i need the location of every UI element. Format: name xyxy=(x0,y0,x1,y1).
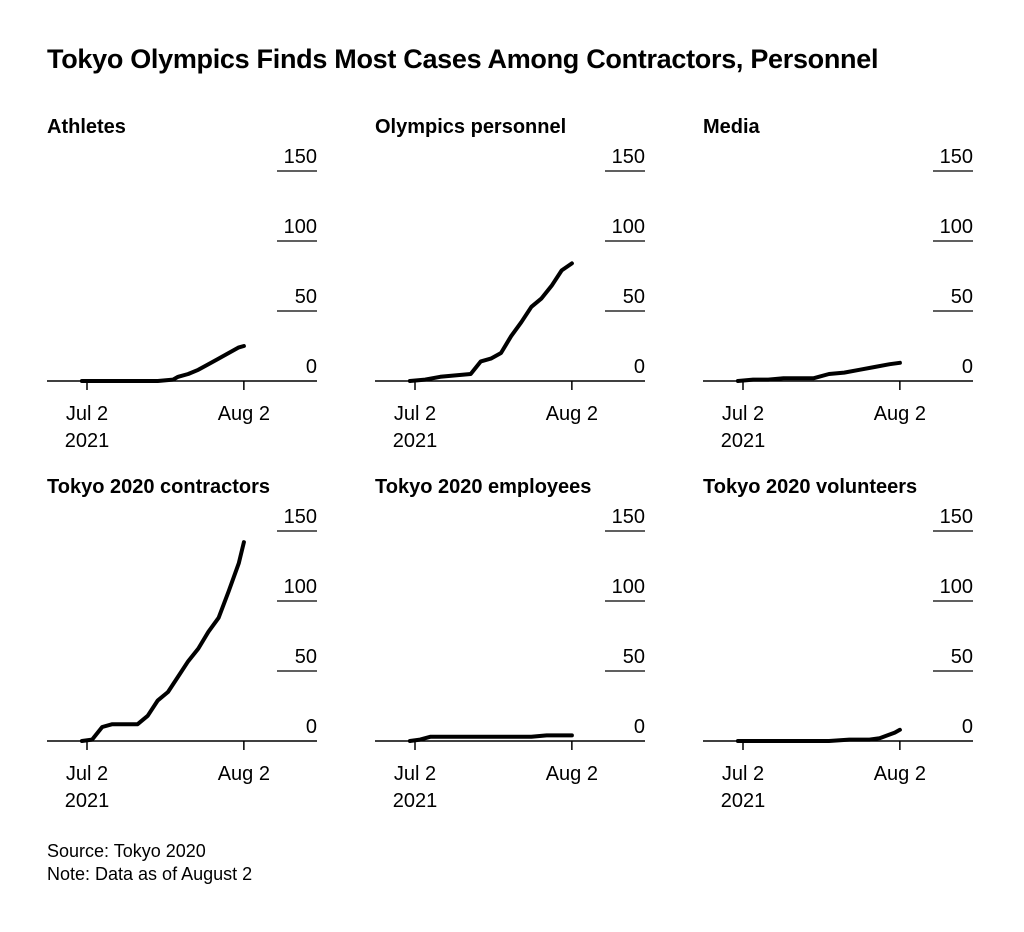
x-tick-label: Aug 2 xyxy=(218,403,270,425)
x-tick-label: Jul 2 xyxy=(66,763,108,785)
data-note: Note: Data as of August 2 xyxy=(47,864,253,884)
y-tick-label: 150 xyxy=(612,506,645,528)
y-tick-label: 150 xyxy=(940,506,973,528)
y-tick-label: 0 xyxy=(962,356,973,378)
panel-olympics-personnel: Olympics personnel 0 50 100 150 Jul 2 Aug 2 20… xyxy=(375,116,685,452)
panel-chart: 0 50 100 150 Jul 2 Aug 2 2021 xyxy=(47,506,317,812)
x-tick-label: Jul 2 xyxy=(722,403,764,425)
series-line xyxy=(735,727,902,743)
panel-athletes: Athletes 0 50 100 150 Jul 2 Aug 2 2021 xyxy=(47,116,357,452)
panel-title: Olympics personnel xyxy=(375,116,567,138)
x-tick-label: Aug 2 xyxy=(546,763,598,785)
series-line xyxy=(407,733,574,743)
panel-tokyo-2020-volunteers: Tokyo 2020 volunteers 0 50 100 150 Jul 2 Aug … xyxy=(703,476,1013,812)
x-year-label: 2021 xyxy=(65,790,110,812)
panel-tokyo-2020-employees: Tokyo 2020 employees 0 50 100 150 Jul 2 Aug 2… xyxy=(375,476,685,812)
panel-chart: 0 50 100 150 Jul 2 Aug 2 2021 xyxy=(375,506,645,812)
panel-title: Media xyxy=(703,116,760,138)
panel-chart: 0 50 100 150 Jul 2 Aug 2 2021 xyxy=(47,146,317,452)
chart-title: Tokyo Olympics Finds Most Cases Among Co… xyxy=(47,44,879,74)
source-note: Source: Tokyo 2020 xyxy=(47,841,206,861)
y-tick-label: 50 xyxy=(623,286,645,308)
x-tick-label: Aug 2 xyxy=(218,763,270,785)
y-tick-label: 100 xyxy=(612,216,645,238)
panel-title: Tokyo 2020 volunteers xyxy=(703,476,918,498)
panel-chart: 0 50 100 150 Jul 2 Aug 2 2021 xyxy=(703,506,973,812)
x-year-label: 2021 xyxy=(65,430,110,452)
panel-chart: 0 50 100 150 Jul 2 Aug 2 2021 xyxy=(375,146,645,452)
panel-media: Media 0 50 100 150 Jul 2 Aug 2 2021 xyxy=(703,116,1013,452)
y-tick-label: 100 xyxy=(284,576,317,598)
panel-title: Athletes xyxy=(47,116,126,138)
x-tick-label: Aug 2 xyxy=(546,403,598,425)
y-tick-label: 0 xyxy=(962,716,973,738)
footer: Source: Tokyo 2020 Note: Data as of Augu… xyxy=(47,840,252,886)
x-year-label: 2021 xyxy=(393,430,438,452)
y-tick-label: 100 xyxy=(284,216,317,238)
y-tick-label: 0 xyxy=(306,356,317,378)
y-tick-label: 0 xyxy=(634,716,645,738)
x-tick-label: Aug 2 xyxy=(874,763,926,785)
x-tick-label: Jul 2 xyxy=(722,763,764,785)
x-year-label: 2021 xyxy=(721,790,766,812)
y-tick-label: 150 xyxy=(284,506,317,528)
x-year-label: 2021 xyxy=(721,430,766,452)
panel-chart: 0 50 100 150 Jul 2 Aug 2 2021 xyxy=(703,146,973,452)
y-tick-label: 50 xyxy=(951,286,973,308)
panel-title: Tokyo 2020 employees xyxy=(375,476,592,498)
x-year-label: 2021 xyxy=(393,790,438,812)
x-tick-label: Jul 2 xyxy=(66,403,108,425)
y-tick-label: 150 xyxy=(940,146,973,168)
y-tick-label: 100 xyxy=(940,216,973,238)
x-tick-label: Jul 2 xyxy=(394,403,436,425)
series-line xyxy=(735,360,902,383)
series-line xyxy=(79,540,246,743)
panel-title: Tokyo 2020 contractors xyxy=(47,476,271,498)
x-tick-label: Jul 2 xyxy=(394,763,436,785)
y-tick-label: 50 xyxy=(295,286,317,308)
panel-tokyo-2020-contractors: Tokyo 2020 contractors 0 50 100 150 Jul 2 Aug… xyxy=(47,476,357,812)
x-tick-label: Aug 2 xyxy=(874,403,926,425)
y-tick-label: 100 xyxy=(612,576,645,598)
series-line xyxy=(407,261,574,383)
y-tick-label: 100 xyxy=(940,576,973,598)
y-tick-label: 50 xyxy=(295,646,317,668)
y-tick-label: 0 xyxy=(634,356,645,378)
y-tick-label: 50 xyxy=(951,646,973,668)
series-line xyxy=(79,344,246,383)
y-tick-label: 0 xyxy=(306,716,317,738)
y-tick-label: 150 xyxy=(612,146,645,168)
y-tick-label: 150 xyxy=(284,146,317,168)
y-tick-label: 50 xyxy=(623,646,645,668)
